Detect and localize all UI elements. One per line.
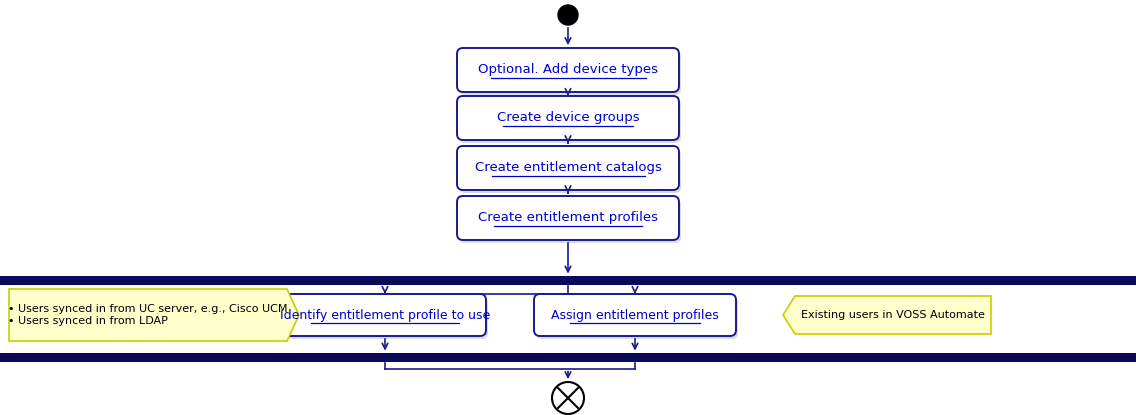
FancyBboxPatch shape xyxy=(286,297,488,339)
Bar xyxy=(0,276,1136,286)
Text: Assign entitlement profiles: Assign entitlement profiles xyxy=(551,308,719,322)
Circle shape xyxy=(552,382,584,414)
FancyBboxPatch shape xyxy=(459,99,680,143)
Text: Optional. Add device types: Optional. Add device types xyxy=(478,63,658,76)
Text: Existing users in VOSS Automate: Existing users in VOSS Automate xyxy=(801,310,985,320)
FancyBboxPatch shape xyxy=(536,297,738,339)
Bar xyxy=(0,354,1136,362)
FancyBboxPatch shape xyxy=(457,96,679,140)
FancyBboxPatch shape xyxy=(459,199,680,243)
Text: Create entitlement profiles: Create entitlement profiles xyxy=(478,212,658,225)
Text: Identify entitlement profile to use: Identify entitlement profile to use xyxy=(279,308,490,322)
Text: Create device groups: Create device groups xyxy=(496,112,640,124)
Polygon shape xyxy=(9,289,299,341)
Text: • Users synced in from UC server, e.g., Cisco UCM
• Users synced in from LDAP: • Users synced in from UC server, e.g., … xyxy=(8,304,287,326)
FancyBboxPatch shape xyxy=(284,294,486,336)
FancyBboxPatch shape xyxy=(457,48,679,92)
Circle shape xyxy=(558,5,578,25)
FancyBboxPatch shape xyxy=(459,149,680,193)
Text: Create entitlement catalogs: Create entitlement catalogs xyxy=(475,161,661,174)
FancyBboxPatch shape xyxy=(459,51,680,95)
FancyBboxPatch shape xyxy=(534,294,736,336)
FancyBboxPatch shape xyxy=(457,146,679,190)
Polygon shape xyxy=(783,296,991,334)
FancyBboxPatch shape xyxy=(457,196,679,240)
